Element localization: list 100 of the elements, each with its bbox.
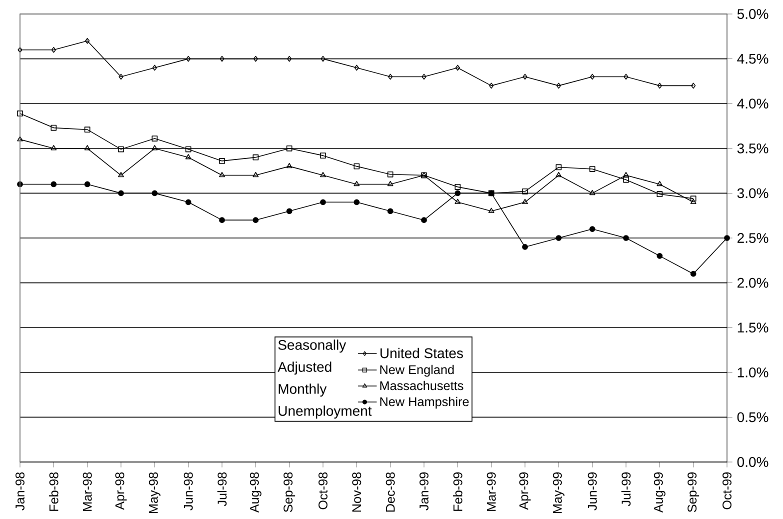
legend-label: New Hampshire	[380, 396, 469, 409]
point	[320, 56, 326, 62]
point	[252, 172, 259, 178]
point	[454, 198, 461, 204]
point	[152, 190, 158, 196]
point	[354, 199, 360, 206]
y-tick-label: 1.0%	[738, 367, 768, 378]
point	[623, 172, 629, 178]
point	[185, 199, 192, 206]
point	[388, 74, 393, 80]
point	[454, 184, 461, 190]
point	[152, 145, 158, 150]
x-tick-label: Oct-98	[318, 472, 328, 510]
point	[320, 172, 326, 178]
y-tick-label: 2.0%	[738, 278, 768, 288]
point	[50, 145, 57, 150]
point	[556, 164, 562, 170]
x-tick-label: Jan-98	[16, 472, 24, 510]
point	[220, 56, 224, 62]
point	[656, 191, 663, 198]
point	[656, 180, 663, 186]
point	[17, 136, 23, 142]
point	[623, 235, 629, 241]
x-tick-label: Oct-99	[722, 472, 732, 510]
y-tick-label: 2.5%	[738, 233, 768, 243]
point	[286, 208, 292, 214]
point	[118, 74, 124, 80]
point	[354, 163, 360, 170]
point	[489, 82, 494, 89]
x-tick-label: Jun-99	[588, 472, 597, 510]
legend-label: Massachusetts	[380, 380, 464, 390]
point	[522, 244, 528, 250]
point	[522, 74, 528, 80]
point	[152, 136, 158, 142]
y-tick-label: 3.5%	[737, 143, 768, 154]
x-tick-label: Feb-99	[453, 472, 462, 511]
point	[623, 176, 629, 183]
x-tick-label: May-99	[552, 472, 564, 514]
point	[118, 190, 124, 196]
point	[286, 162, 292, 168]
x-tick-label: Sep-99	[688, 472, 700, 512]
point	[253, 56, 258, 62]
point	[556, 82, 561, 89]
legend-title: Seasonally Adjusted Monthly Unemployment	[278, 340, 372, 419]
y-tick-label: 0.0%	[737, 457, 768, 467]
x-tick-label: Feb-98	[49, 472, 58, 511]
legend-label: United States	[380, 348, 463, 358]
point	[219, 158, 225, 164]
x-tick-label: Apr-98	[115, 472, 127, 510]
point	[488, 208, 494, 213]
point	[589, 166, 596, 172]
x-tick-label: Jun-98	[184, 472, 193, 510]
y-tick-label: 4.5%	[737, 54, 768, 64]
point	[421, 217, 427, 224]
x-tick-label: Aug-99	[654, 472, 666, 513]
x-tick-label: Jan-99	[420, 472, 428, 510]
point	[522, 188, 528, 194]
legend-label: New England	[380, 364, 454, 377]
point	[589, 226, 596, 232]
point	[185, 154, 192, 160]
point	[84, 145, 90, 150]
point	[556, 172, 562, 178]
point	[118, 172, 124, 178]
point	[152, 64, 157, 71]
point	[320, 199, 326, 206]
x-tick-label: Jul-99	[621, 472, 631, 506]
point	[17, 110, 23, 116]
point	[354, 64, 359, 71]
y-tick-label: 5.0%	[737, 9, 768, 19]
point	[320, 152, 326, 158]
point	[589, 190, 596, 196]
point	[50, 181, 57, 188]
point	[85, 38, 90, 44]
point	[286, 145, 292, 152]
point	[454, 190, 461, 196]
point	[590, 74, 595, 80]
point	[387, 208, 394, 214]
point	[522, 198, 528, 204]
point	[252, 154, 259, 160]
point	[287, 56, 292, 62]
point	[387, 171, 394, 178]
x-tick-label: May-98	[148, 472, 160, 514]
point	[455, 64, 460, 71]
x-tick-label: Jul-98	[217, 472, 227, 506]
point	[186, 56, 191, 62]
point	[724, 235, 730, 241]
point	[422, 74, 426, 80]
y-tick-label: 3.0%	[737, 188, 768, 198]
point	[354, 180, 360, 186]
point	[185, 146, 192, 152]
point	[219, 217, 225, 224]
x-tick-label: Nov-98	[352, 472, 362, 512]
x-tick-label: Sep-98	[284, 472, 296, 512]
point	[50, 124, 57, 131]
x-tick-label: Mar-99	[486, 472, 496, 511]
x-tick-label: Apr-99	[519, 472, 531, 510]
y-tick-label: 0.5%	[737, 412, 768, 422]
x-tick-label: Dec-98	[386, 472, 395, 512]
point	[219, 172, 225, 178]
point	[84, 181, 90, 188]
